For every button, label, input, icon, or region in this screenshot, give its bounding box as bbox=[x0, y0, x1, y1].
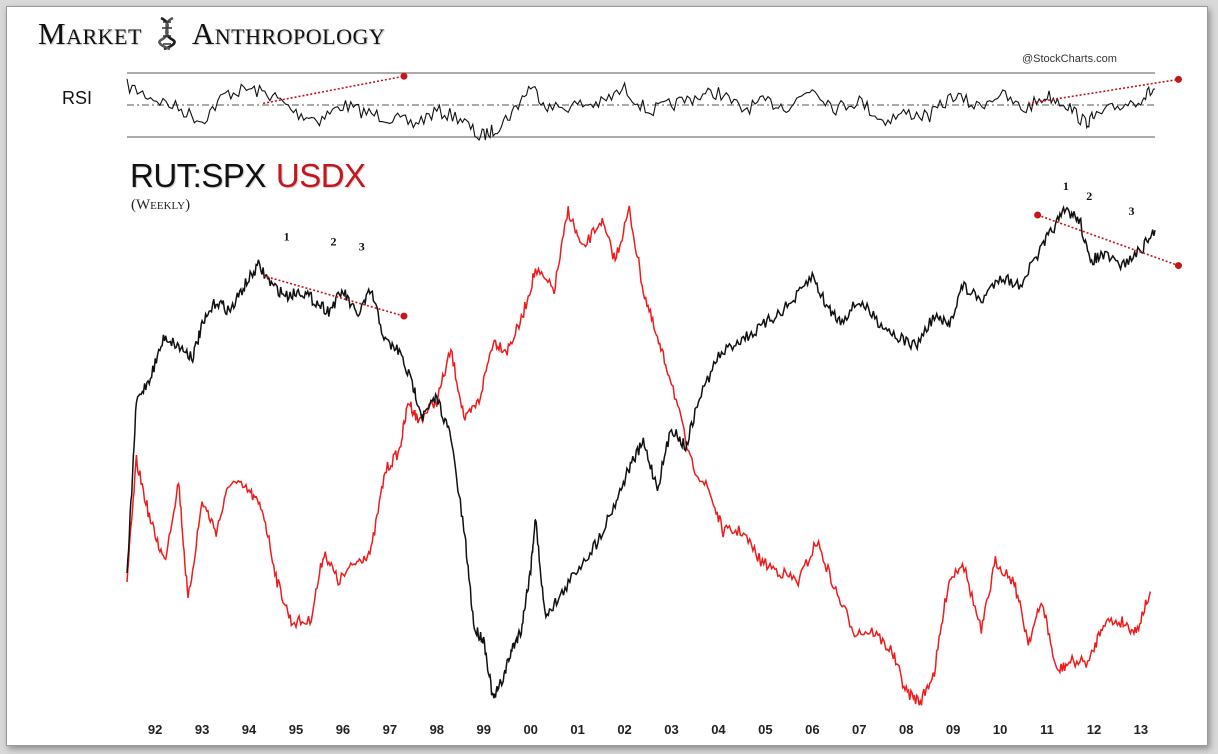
x-tick-label-96: 96 bbox=[336, 722, 350, 737]
wave-label-1-3: 3 bbox=[359, 239, 365, 253]
x-tick-label-11: 11 bbox=[1040, 722, 1054, 737]
x-tick-label-93: 93 bbox=[195, 722, 209, 737]
wave-label-2-3: 3 bbox=[1129, 204, 1135, 218]
x-tick-label-95: 95 bbox=[289, 722, 303, 737]
x-tick-label-92: 92 bbox=[148, 722, 162, 737]
wave-label-2-1: 1 bbox=[1063, 179, 1069, 193]
usdx-series-line bbox=[126, 205, 1152, 706]
rsi-trendline-end-2 bbox=[1174, 75, 1182, 83]
brand-logo: Market Anthropology bbox=[38, 16, 385, 52]
brand-word-market: Market bbox=[38, 16, 142, 51]
ratio-trendline-1994 bbox=[262, 274, 405, 317]
rsi-trendline-2 bbox=[1028, 78, 1179, 105]
ratio-trendline-2011 bbox=[1037, 214, 1179, 267]
x-tick-label-08: 08 bbox=[899, 722, 913, 737]
chart-title: RUT:SPX USDX bbox=[130, 157, 366, 195]
x-tick-label-98: 98 bbox=[430, 722, 444, 737]
x-tick-label-05: 05 bbox=[758, 722, 772, 737]
ratio-trendline-start-2011 bbox=[1034, 211, 1042, 219]
x-tick-label-02: 02 bbox=[617, 722, 631, 737]
ratio-trendline-end-1994 bbox=[400, 312, 408, 320]
dna-helix-icon bbox=[152, 16, 182, 51]
chart-frame bbox=[6, 6, 1208, 746]
title-ratio: RUT:SPX bbox=[130, 157, 266, 194]
x-tick-label-09: 09 bbox=[946, 722, 960, 737]
rsi-trendline-end-1 bbox=[400, 72, 408, 80]
title-usdx: USDX bbox=[275, 157, 366, 194]
chart-subtitle: (Weekly) bbox=[131, 197, 191, 213]
x-tick-label-01: 01 bbox=[570, 722, 584, 737]
x-tick-label-06: 06 bbox=[805, 722, 819, 737]
wave-label-1-2: 2 bbox=[331, 234, 337, 248]
x-tick-label-99: 99 bbox=[477, 722, 491, 737]
x-tick-label-04: 04 bbox=[711, 722, 726, 737]
rsi-line bbox=[126, 78, 1156, 142]
x-tick-label-10: 10 bbox=[993, 722, 1007, 737]
x-tick-label-97: 97 bbox=[383, 722, 397, 737]
x-tick-label-03: 03 bbox=[664, 722, 678, 737]
x-tick-label-07: 07 bbox=[852, 722, 866, 737]
wave-label-1-1: 1 bbox=[284, 229, 290, 243]
wave-label-2-2: 2 bbox=[1086, 189, 1092, 203]
x-tick-label-13: 13 bbox=[1134, 722, 1148, 737]
x-tick-label-12: 12 bbox=[1087, 722, 1101, 737]
ratio-trendline-end-2011 bbox=[1174, 262, 1182, 270]
rsi-trendline-1 bbox=[262, 75, 405, 105]
x-tick-label-94: 94 bbox=[242, 722, 257, 737]
brand-word-anthropology: Anthropology bbox=[191, 16, 386, 51]
stockcharts-credit: @StockCharts.com bbox=[1022, 53, 1117, 65]
rut-spx-series-line bbox=[126, 204, 1156, 699]
rsi-label: RSI bbox=[62, 88, 93, 108]
x-tick-label-00: 00 bbox=[523, 722, 537, 737]
